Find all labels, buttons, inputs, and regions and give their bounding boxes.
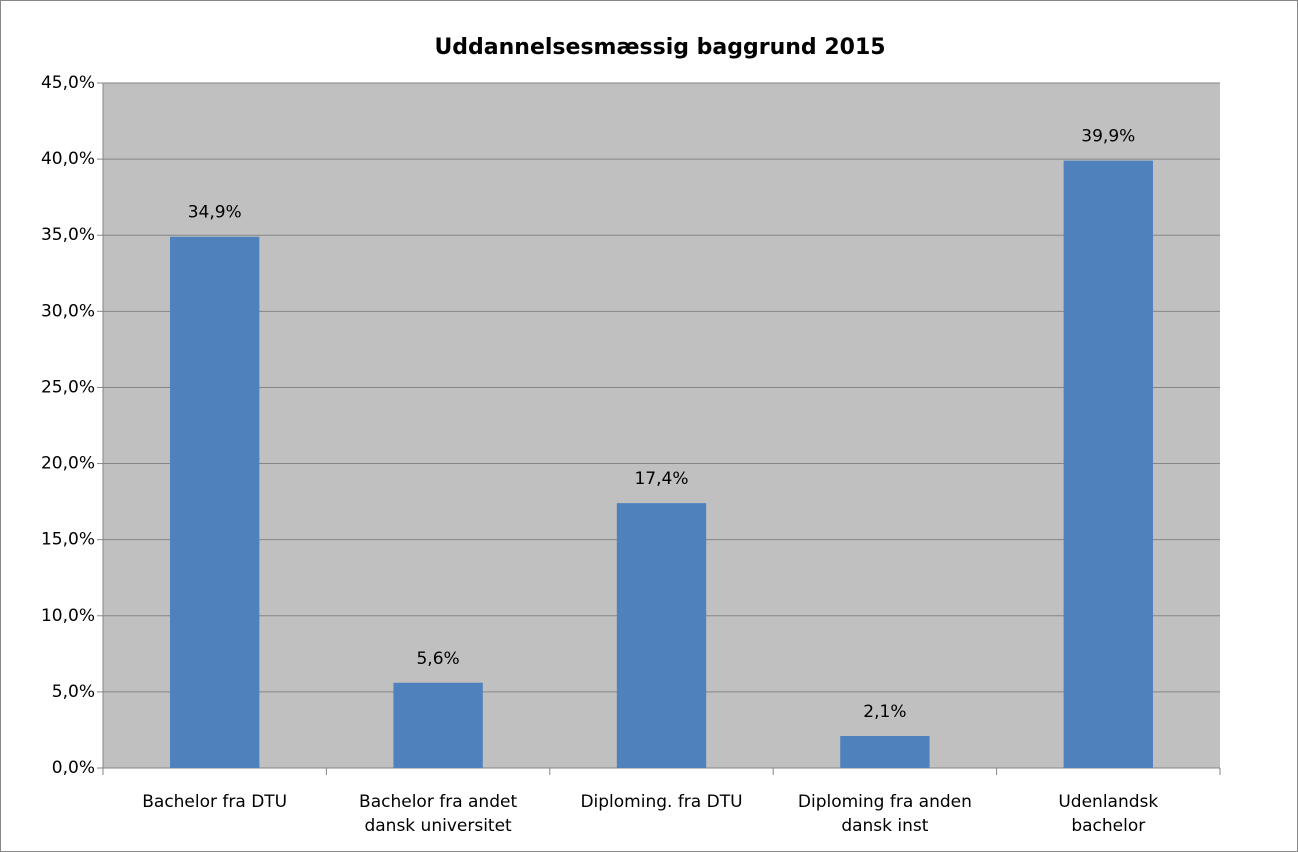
data-label: 2,1%	[863, 702, 906, 722]
y-tick-label: 10,0%	[41, 606, 95, 626]
bar	[840, 736, 930, 768]
data-label: 34,9%	[188, 203, 242, 223]
y-tick-label: 5,0%	[52, 682, 95, 702]
bar	[616, 503, 707, 768]
y-tick-label: 15,0%	[41, 530, 95, 550]
x-tick-label: Udenlandsk bachelor	[1058, 792, 1159, 836]
y-tick-label: 30,0%	[41, 301, 95, 321]
y-tick-label: 35,0%	[41, 225, 95, 245]
x-tick-label: Bachelor fra andet dansk universitet	[359, 792, 518, 836]
data-label: 39,9%	[1081, 127, 1135, 147]
data-label: 5,6%	[416, 649, 459, 669]
y-tick-label: 25,0%	[41, 377, 95, 397]
y-tick-label: 20,0%	[41, 454, 95, 474]
y-tick-label: 45,0%	[41, 73, 95, 93]
bar	[1063, 160, 1153, 769]
bar	[393, 682, 483, 768]
bar	[170, 236, 260, 768]
data-label: 17,4%	[634, 469, 688, 489]
chart-title: Uddannelsesmæssig baggrund 2015	[434, 35, 885, 60]
x-tick-label: Diploming fra anden dansk inst	[797, 792, 972, 836]
x-tick-label: Bachelor fra DTU	[142, 792, 288, 812]
y-tick-label: 0,0%	[52, 758, 95, 778]
x-tick-label: Diploming. fra DTU	[580, 792, 743, 812]
y-tick-label: 40,0%	[41, 149, 95, 169]
